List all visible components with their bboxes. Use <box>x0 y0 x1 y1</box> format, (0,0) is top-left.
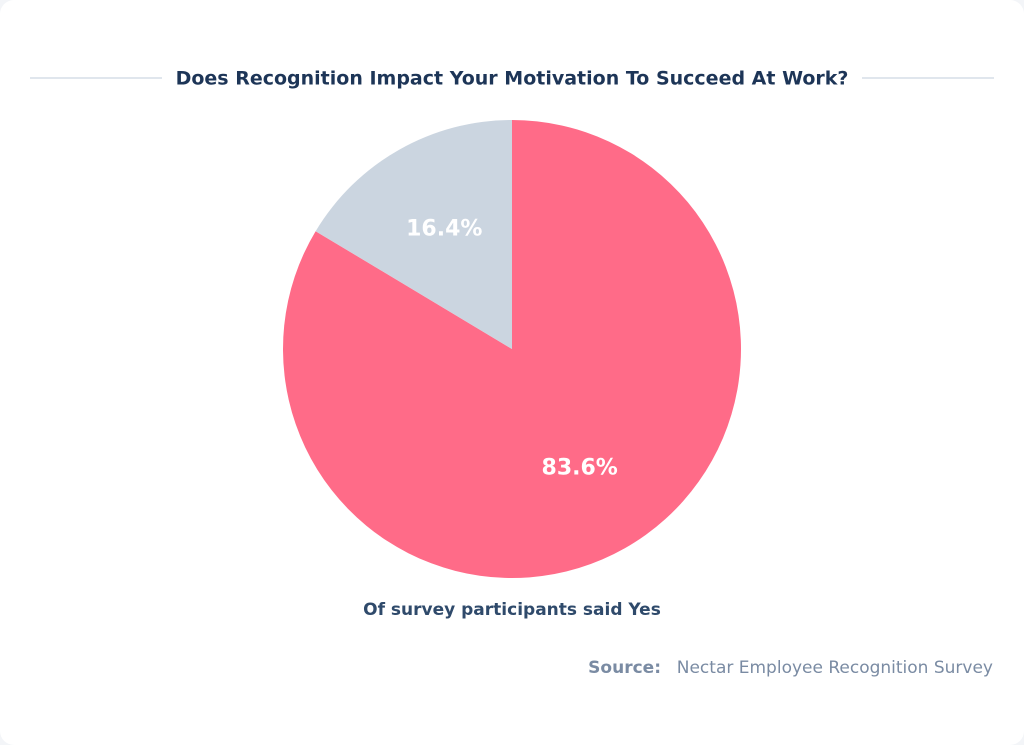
source-label: Source: <box>588 658 661 678</box>
caption: Of survey participants said Yes <box>363 600 661 620</box>
chart-title: Does Recognition Impact Your Motivation … <box>176 68 849 90</box>
value-label: 16.4% <box>406 216 482 241</box>
pie-slice <box>315 120 512 349</box>
pie: 83.6% 16.4% <box>283 120 741 578</box>
source: Nectar Employee Recognition Survey <box>677 658 993 678</box>
value-label: 83.6% <box>542 456 618 481</box>
